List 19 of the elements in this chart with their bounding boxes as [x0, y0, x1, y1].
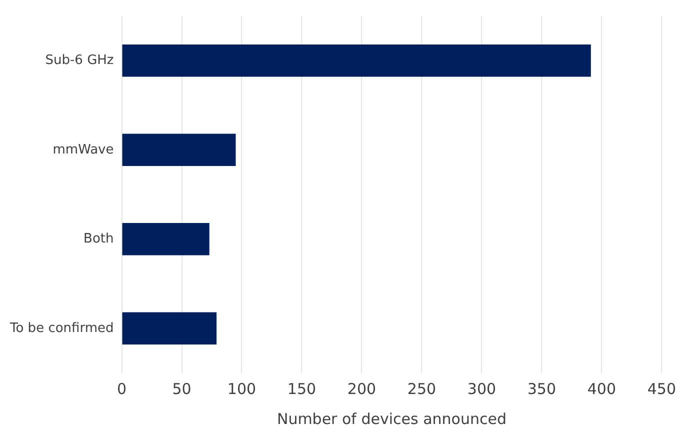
y-tick-label: To be confirmed [8, 320, 114, 336]
x-tick-label: 400 [587, 380, 616, 398]
x-axis-title: Number of devices announced [276, 410, 506, 428]
x-tick-label: 300 [467, 380, 496, 398]
x-tick-label: 100 [227, 380, 256, 398]
x-tick-label: 150 [287, 380, 316, 398]
y-tick-label: Both [84, 232, 114, 246]
bar [122, 312, 217, 344]
x-tick-label: 250 [407, 380, 436, 398]
bar [122, 44, 591, 77]
bar [122, 223, 210, 256]
x-tick-label: 350 [527, 380, 556, 398]
x-tick-label: 0 [116, 380, 127, 398]
x-tick-label: 200 [347, 380, 376, 398]
y-tick-label: Sub-6 GHz [45, 53, 114, 68]
x-tick-label: 450 [647, 380, 676, 398]
bar [122, 134, 236, 166]
y-tick-label: mmWave [52, 142, 114, 158]
x-tick-label: 50 [172, 380, 192, 398]
